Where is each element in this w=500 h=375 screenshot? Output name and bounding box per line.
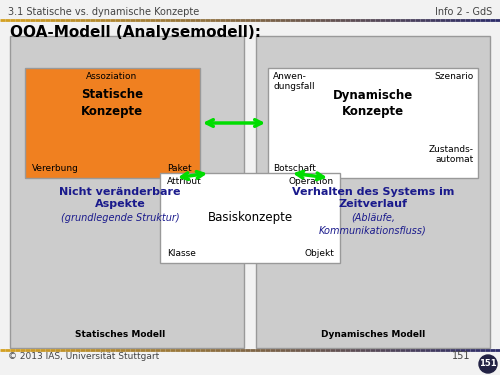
Text: OOA-Modell (Analysemodell):: OOA-Modell (Analysemodell): (10, 25, 261, 40)
Text: Paket: Paket (168, 164, 192, 173)
Text: Info 2 - GdS: Info 2 - GdS (435, 7, 492, 17)
Text: Statische
Konzepte: Statische Konzepte (81, 88, 143, 117)
Text: Assoziation: Assoziation (86, 72, 138, 81)
Text: 151: 151 (479, 360, 497, 369)
Text: 151: 151 (452, 351, 470, 361)
Text: Vererbung: Vererbung (32, 164, 79, 173)
Text: Dynamisches Modell: Dynamisches Modell (321, 330, 425, 339)
FancyBboxPatch shape (25, 68, 200, 178)
Text: Attribut: Attribut (167, 177, 202, 186)
Text: Klasse: Klasse (167, 249, 196, 258)
Circle shape (479, 355, 497, 373)
Text: Dynamische
Konzepte: Dynamische Konzepte (333, 88, 413, 117)
Text: Operation: Operation (289, 177, 334, 186)
Text: Zustands-
automat: Zustands- automat (429, 145, 474, 164)
FancyBboxPatch shape (10, 36, 244, 348)
Text: 3.1 Statische vs. dynamische Konzepte: 3.1 Statische vs. dynamische Konzepte (8, 7, 199, 17)
Text: Verhalten des Systems im
Zeitverlauf: Verhalten des Systems im Zeitverlauf (292, 187, 454, 209)
Text: Nicht veränderbare
Aspekte: Nicht veränderbare Aspekte (60, 187, 181, 209)
Text: Basiskonzepte: Basiskonzepte (208, 210, 292, 224)
FancyBboxPatch shape (268, 68, 478, 178)
Text: Szenario: Szenario (435, 72, 474, 81)
FancyBboxPatch shape (256, 36, 490, 348)
Text: Botschaft: Botschaft (273, 164, 316, 173)
FancyBboxPatch shape (160, 173, 340, 263)
Text: (grundlegende Struktur): (grundlegende Struktur) (60, 213, 180, 223)
Text: Statisches Modell: Statisches Modell (75, 330, 165, 339)
Text: Objekt: Objekt (304, 249, 334, 258)
Text: © 2013 IAS, Universität Stuttgart: © 2013 IAS, Universität Stuttgart (8, 352, 159, 361)
Text: (Abläufe,
Kommunikationsfluss): (Abläufe, Kommunikationsfluss) (319, 213, 427, 236)
Text: Anwen-
dungsfall: Anwen- dungsfall (273, 72, 314, 92)
